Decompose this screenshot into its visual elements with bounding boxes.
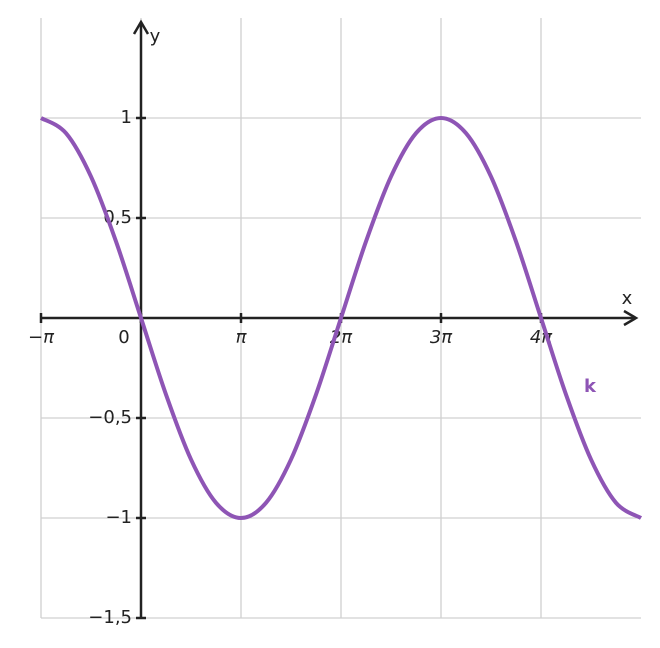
x-tick-label: 3π — [430, 327, 453, 348]
y-tick-label: −1,5 — [88, 607, 132, 628]
y-tick-label: 1 — [121, 107, 132, 128]
series-line — [39, 115, 643, 521]
y-tick-label: −0,5 — [88, 407, 132, 428]
y-arrow — [132, 19, 150, 35]
x-arrow — [623, 309, 639, 327]
x-tick-label: 0 — [118, 327, 129, 348]
series-label: k — [584, 376, 597, 397]
x-tick-label: −π — [28, 327, 55, 348]
x-axis-label: x — [622, 288, 633, 309]
y-axis-label: y — [150, 26, 161, 47]
y-tick-label: −1 — [105, 507, 132, 528]
x-tick-label: π — [236, 327, 248, 348]
